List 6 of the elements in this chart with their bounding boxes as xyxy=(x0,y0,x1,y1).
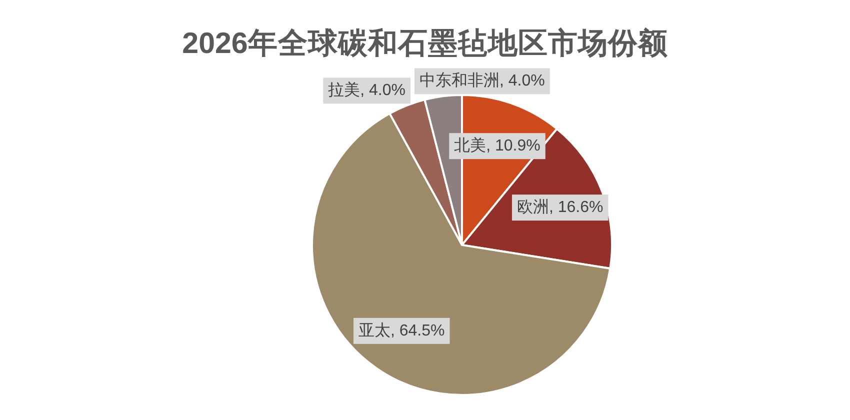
slice-label: 拉美, 4.0% xyxy=(328,81,406,100)
slice-label: 欧洲, 16.6% xyxy=(516,198,604,216)
slice-label: 北美, 10.9% xyxy=(454,136,540,155)
chart-title: 2026年全球碳和石墨毡地区市场份额 xyxy=(181,26,669,62)
slice-label: 中东和非洲, 4.0% xyxy=(419,72,545,90)
slice-label: 亚太, 64.5% xyxy=(358,321,445,340)
